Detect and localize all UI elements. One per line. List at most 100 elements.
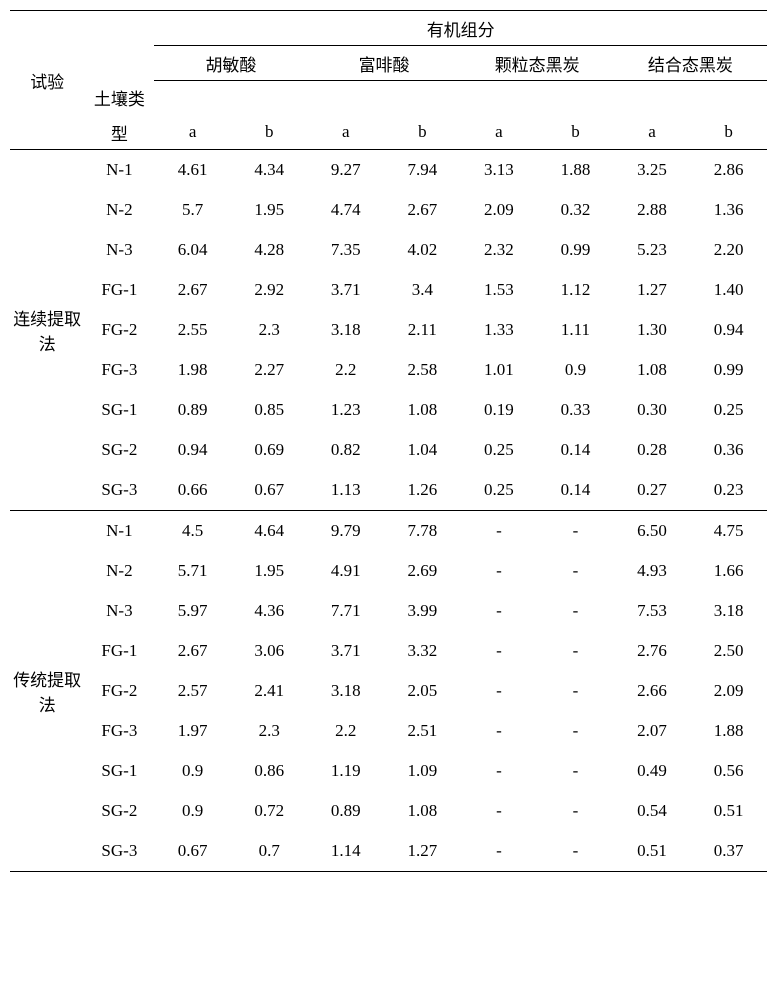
table-cell: 0.27 xyxy=(614,470,691,511)
table-cell: 1.53 xyxy=(461,270,538,310)
table-cell: 0.56 xyxy=(690,751,767,791)
table-cell: 0.99 xyxy=(690,350,767,390)
table-cell: 2.58 xyxy=(384,350,461,390)
method-0: 连续提取 法 xyxy=(10,150,84,511)
method-1-line2: 法 xyxy=(10,691,84,716)
table-cell: 5.23 xyxy=(614,230,691,270)
method-1: 传统提取 法 xyxy=(10,511,84,872)
table-cell: 1.40 xyxy=(690,270,767,310)
table-cell: 2.2 xyxy=(308,350,385,390)
header-organic: 有机组分 xyxy=(154,11,767,46)
table-cell: SG-3 xyxy=(84,831,154,872)
table-cell: 2.2 xyxy=(308,711,385,751)
table-cell: - xyxy=(461,551,538,591)
table-cell: 2.67 xyxy=(154,631,231,671)
table-cell: 0.28 xyxy=(614,430,691,470)
table-cell: 1.19 xyxy=(308,751,385,791)
table-cell: 2.3 xyxy=(231,711,308,751)
table-cell: FG-2 xyxy=(84,671,154,711)
table-cell: 0.54 xyxy=(614,791,691,831)
table-cell: 2.86 xyxy=(690,150,767,191)
table-cell: SG-2 xyxy=(84,430,154,470)
header-experiment: 试验 xyxy=(10,11,84,150)
table-cell: 2.66 xyxy=(614,671,691,711)
table-cell: 5.97 xyxy=(154,591,231,631)
table-cell: 0.51 xyxy=(690,791,767,831)
table-cell: 2.76 xyxy=(614,631,691,671)
table-cell: 0.89 xyxy=(154,390,231,430)
table-cell: 1.13 xyxy=(308,470,385,511)
table-cell: 0.99 xyxy=(537,230,614,270)
table-cell: 4.36 xyxy=(231,591,308,631)
table-cell: 3.71 xyxy=(308,270,385,310)
table-cell: 1.98 xyxy=(154,350,231,390)
table-cell: 2.92 xyxy=(231,270,308,310)
header-soil-line1: 土壤类 xyxy=(84,81,154,116)
table-cell: 0.14 xyxy=(537,430,614,470)
table-cell: 1.08 xyxy=(614,350,691,390)
table-cell: 4.64 xyxy=(231,511,308,552)
table-cell: 1.08 xyxy=(384,791,461,831)
table-cell: 3.4 xyxy=(384,270,461,310)
table-cell: - xyxy=(461,591,538,631)
table-cell: 0.25 xyxy=(690,390,767,430)
table-cell: 0.67 xyxy=(154,831,231,872)
header-sub-3a: a xyxy=(614,115,691,150)
table-cell: - xyxy=(461,711,538,751)
table-cell: 0.82 xyxy=(308,430,385,470)
table-cell: - xyxy=(537,511,614,552)
table-cell: 3.13 xyxy=(461,150,538,191)
table-cell: 1.26 xyxy=(384,470,461,511)
table-cell: 6.04 xyxy=(154,230,231,270)
table-cell: 3.71 xyxy=(308,631,385,671)
table-cell: 4.5 xyxy=(154,511,231,552)
table-cell: - xyxy=(537,591,614,631)
table-cell: 1.01 xyxy=(461,350,538,390)
table-cell: 2.55 xyxy=(154,310,231,350)
table-cell: 4.91 xyxy=(308,551,385,591)
table-cell: 2.09 xyxy=(690,671,767,711)
table-cell: 0.66 xyxy=(154,470,231,511)
table-cell: 0.7 xyxy=(231,831,308,872)
table-cell: 0.23 xyxy=(690,470,767,511)
header-col-3: 结合态黑炭 xyxy=(614,46,767,81)
table-cell: 0.72 xyxy=(231,791,308,831)
table-cell: 1.14 xyxy=(308,831,385,872)
table-cell: FG-1 xyxy=(84,270,154,310)
table-cell: 3.99 xyxy=(384,591,461,631)
table-cell: 0.37 xyxy=(690,831,767,872)
table-cell: 1.08 xyxy=(384,390,461,430)
table-cell: 7.35 xyxy=(308,230,385,270)
table-cell: 0.36 xyxy=(690,430,767,470)
table-cell: 0.9 xyxy=(154,751,231,791)
table-cell: 0.32 xyxy=(537,190,614,230)
table-cell: 2.20 xyxy=(690,230,767,270)
table-cell: - xyxy=(461,671,538,711)
table-cell: N-3 xyxy=(84,230,154,270)
table-cell: 3.18 xyxy=(308,310,385,350)
table-cell: 1.97 xyxy=(154,711,231,751)
table-cell: 7.53 xyxy=(614,591,691,631)
table-cell: FG-1 xyxy=(84,631,154,671)
table-cell: - xyxy=(461,511,538,552)
table-cell: - xyxy=(537,831,614,872)
table-cell: 0.30 xyxy=(614,390,691,430)
table-cell: FG-3 xyxy=(84,350,154,390)
table-cell: N-2 xyxy=(84,551,154,591)
header-sub-3b: b xyxy=(690,115,767,150)
table-cell: 0.89 xyxy=(308,791,385,831)
header-sub-0a: a xyxy=(154,115,231,150)
table-cell: 4.34 xyxy=(231,150,308,191)
table-cell: 0.94 xyxy=(154,430,231,470)
table-cell: 1.27 xyxy=(384,831,461,872)
table-cell: 4.93 xyxy=(614,551,691,591)
table-cell: N-1 xyxy=(84,150,154,191)
table-cell: SG-2 xyxy=(84,791,154,831)
table-cell: - xyxy=(537,671,614,711)
table-cell: - xyxy=(537,631,614,671)
table-cell: 4.74 xyxy=(308,190,385,230)
table-cell: 2.69 xyxy=(384,551,461,591)
table-cell: 1.04 xyxy=(384,430,461,470)
table-cell: 9.79 xyxy=(308,511,385,552)
table-cell: 0.49 xyxy=(614,751,691,791)
